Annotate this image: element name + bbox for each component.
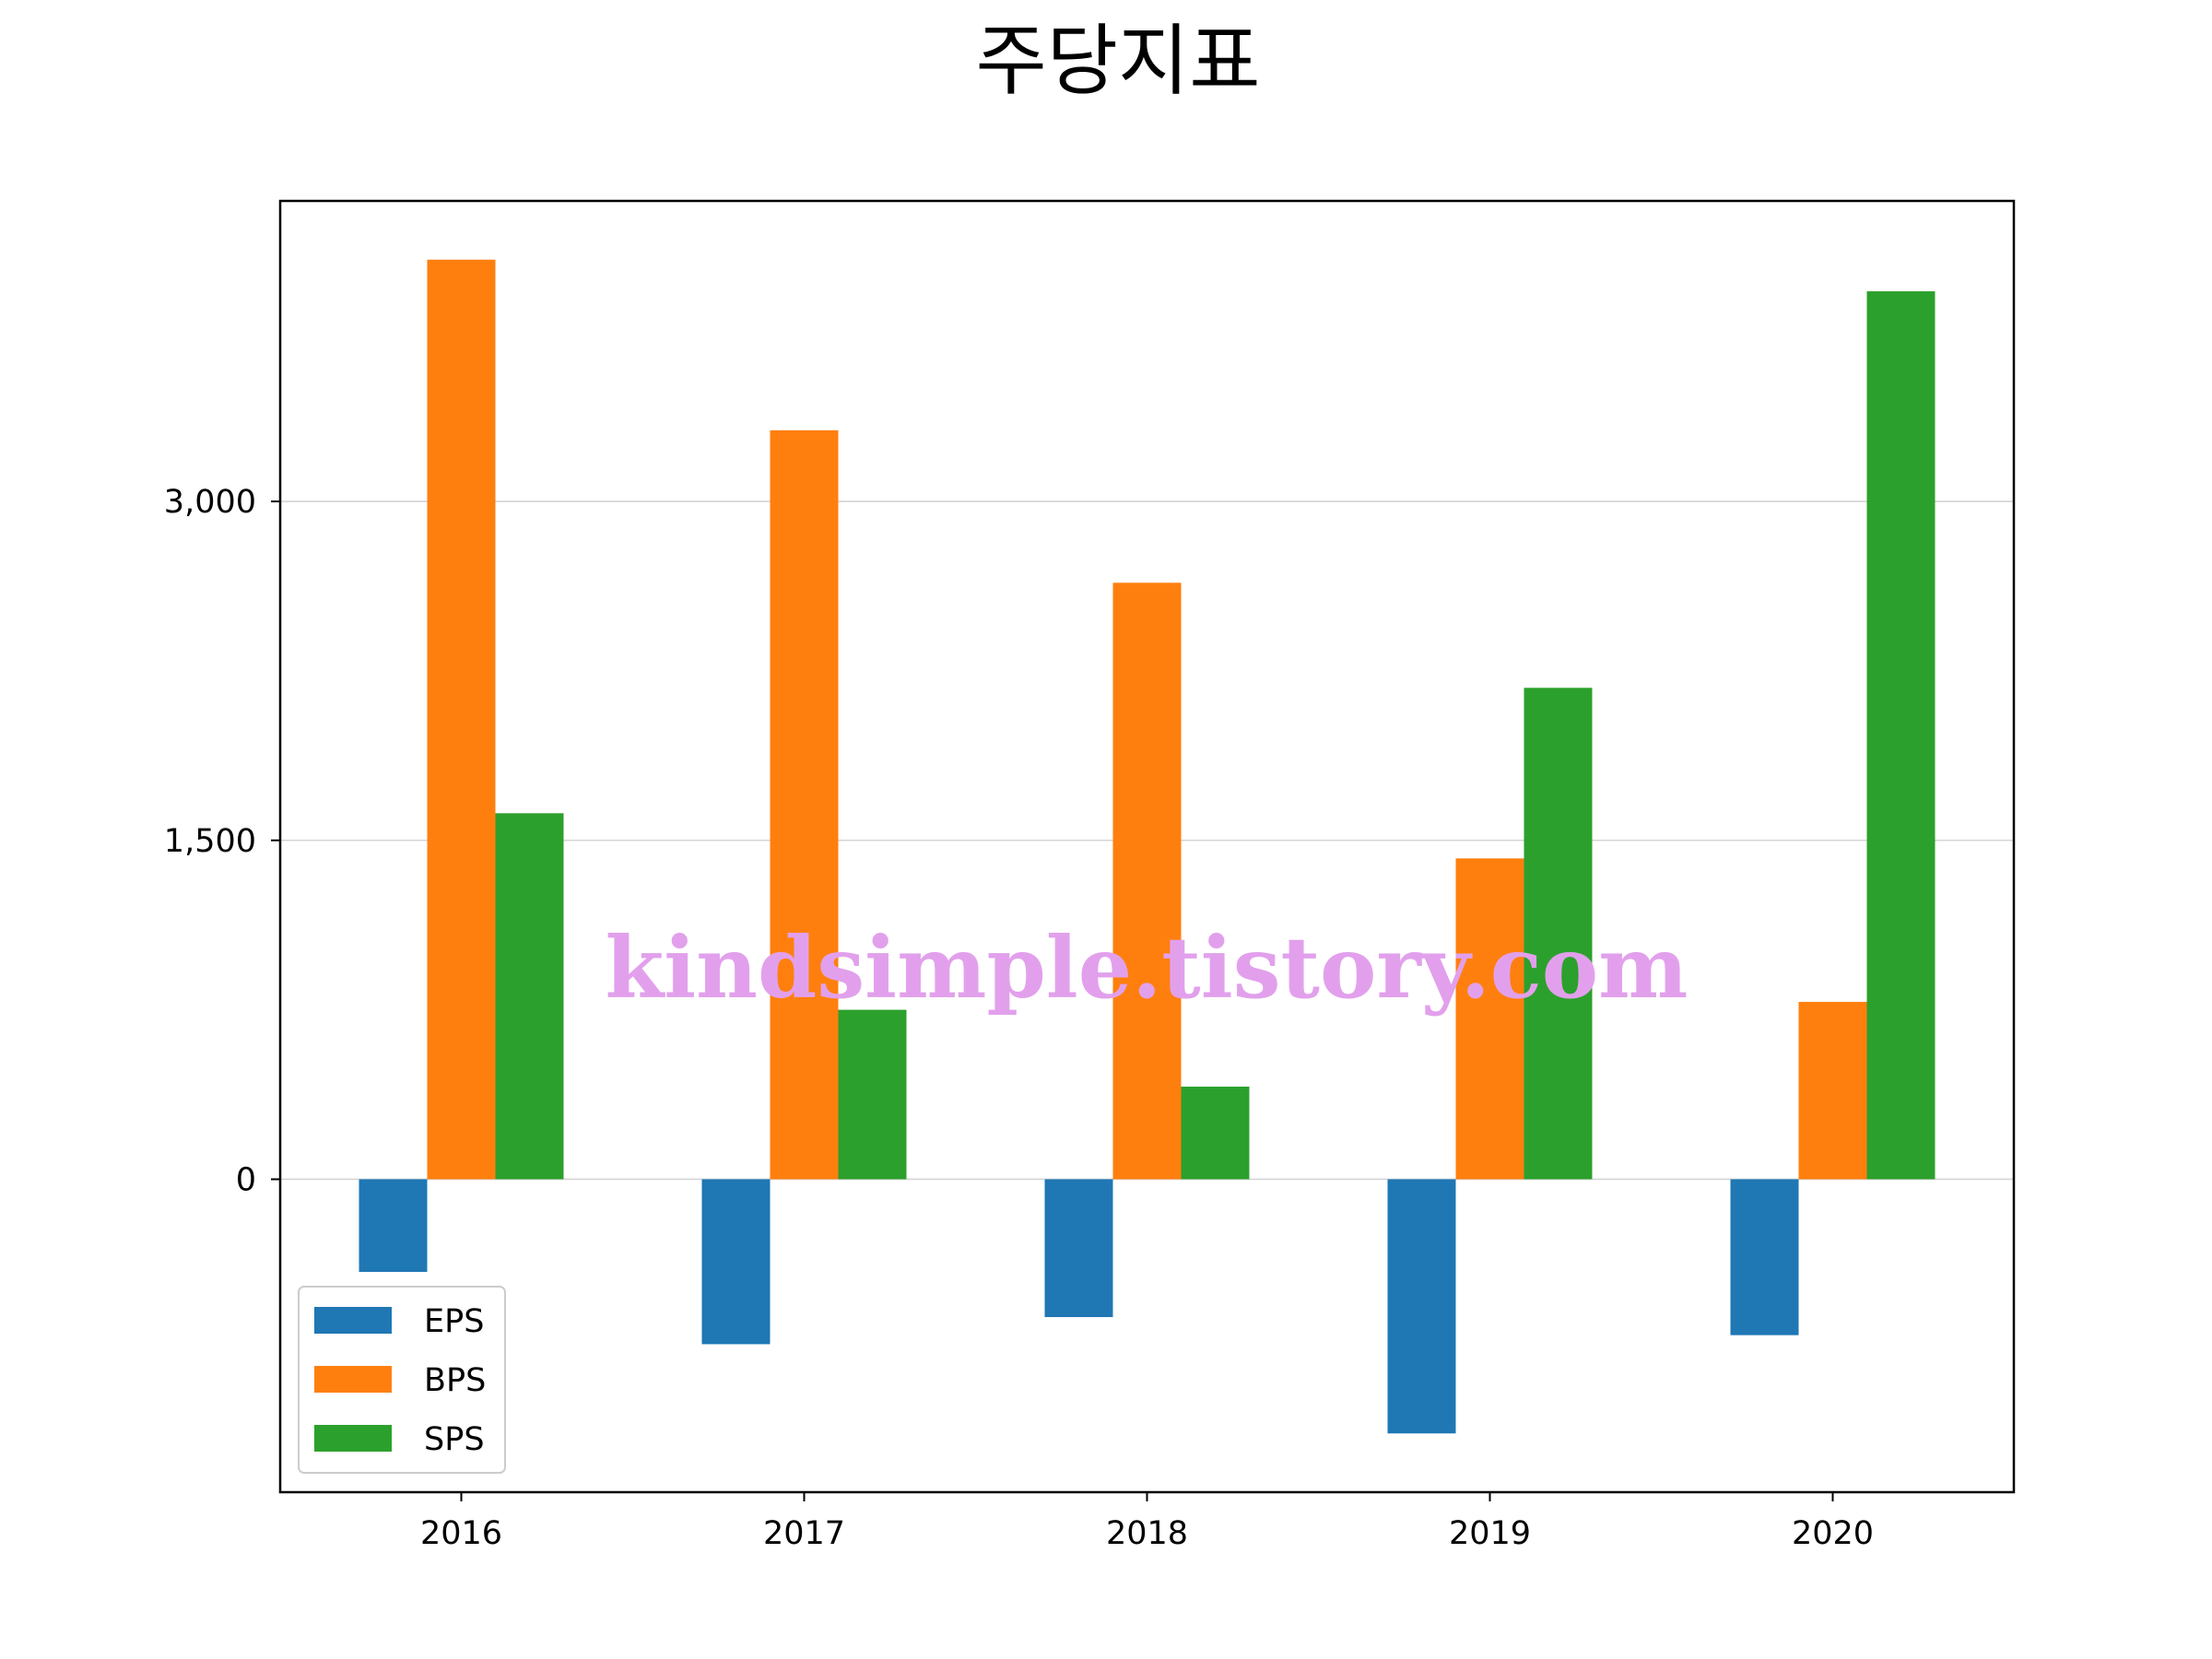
x-tick-label: 2019 — [1449, 1515, 1531, 1552]
bar-series — [359, 259, 1936, 1434]
y-tick-label: 3,000 — [164, 484, 256, 521]
y-tick-label: 0 — [236, 1161, 256, 1198]
chart-title: 주당지표 — [975, 16, 1260, 106]
x-tick-label: 2020 — [1792, 1515, 1874, 1552]
y-tick-label: 1,500 — [164, 823, 256, 860]
bar-eps-2016 — [359, 1179, 428, 1272]
bar-bps-2019 — [1455, 858, 1524, 1180]
legend: EPS BPS SPS — [298, 1286, 506, 1474]
legend-swatch-sps — [314, 1425, 392, 1452]
bar-eps-2020 — [1730, 1179, 1799, 1335]
bar-bps-2017 — [770, 429, 839, 1180]
x-tick-label: 2017 — [763, 1515, 845, 1552]
watermark-text: kindsimple.tistory.com — [605, 918, 1688, 1018]
plot-area: 0 1,500 3,000 2016 2017 2018 2019 2020 — [164, 199, 2016, 1552]
bar-eps-2018 — [1044, 1179, 1113, 1318]
bar-sps-2017 — [838, 1009, 907, 1180]
y-axis: 0 1,500 3,000 — [164, 484, 280, 1198]
x-tick-label: 2016 — [420, 1515, 502, 1552]
legend-label-sps: SPS — [424, 1421, 485, 1458]
bar-eps-2019 — [1387, 1179, 1456, 1434]
bar-bps-2020 — [1798, 1002, 1867, 1180]
bar-bps-2016 — [427, 259, 496, 1180]
x-tick-label: 2018 — [1106, 1515, 1188, 1552]
x-axis: 2016 2017 2018 2019 2020 — [420, 1492, 1874, 1552]
legend-label-bps: BPS — [424, 1362, 486, 1399]
legend-swatch-eps — [314, 1307, 392, 1334]
bar-sps-2020 — [1866, 291, 1936, 1180]
legend-label-eps: EPS — [424, 1303, 484, 1340]
bar-sps-2018 — [1181, 1086, 1250, 1180]
legend-swatch-bps — [314, 1366, 392, 1393]
bar-sps-2016 — [495, 813, 564, 1180]
bar-bps-2018 — [1112, 582, 1182, 1180]
bar-sps-2019 — [1524, 688, 1593, 1180]
bar-eps-2017 — [701, 1179, 771, 1345]
